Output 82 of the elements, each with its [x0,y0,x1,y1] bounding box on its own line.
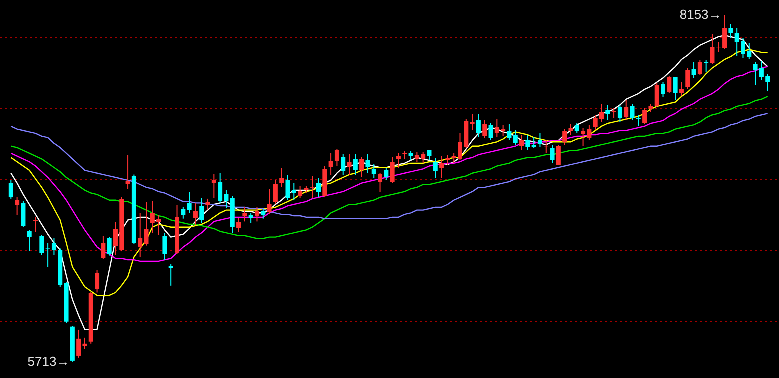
candlestick [446,154,450,166]
candlestick [698,60,702,76]
candlestick [667,76,672,94]
candlestick [710,34,715,65]
candlestick [396,152,401,169]
candlestick [372,164,376,179]
candlestick [636,114,641,127]
candlestick [101,236,106,260]
candlestick [606,104,610,121]
candlestick [692,62,696,79]
candlestick [248,212,254,224]
candlestick [162,232,168,261]
candlestick [95,270,100,294]
candlestick [520,134,524,151]
candlestick [27,230,32,252]
candlestick [378,172,383,193]
candlestick [618,104,622,123]
candlestick [544,140,549,154]
candlestick [574,122,580,134]
candlestick [390,156,395,184]
candlestick [440,156,444,179]
candlestick [556,144,561,166]
candlestick [562,128,568,146]
candlestick [206,198,210,211]
candlestick [15,196,20,216]
candlestick [612,108,616,119]
candlestick [673,76,678,101]
candlestick [366,154,370,174]
candlestick [8,180,14,200]
candlestick [488,122,494,141]
candlestick [476,114,481,138]
annotation: 5713→ [28,354,70,369]
candlestick [181,206,186,220]
candlestick [526,134,530,151]
candlestick [267,188,272,215]
candlestick [728,24,734,39]
candlestick [654,82,660,108]
candlestick [550,144,555,164]
candlestick [242,206,248,222]
candlestick [538,132,542,148]
candlestick [212,174,216,199]
candlestick [280,168,284,188]
candlestick [254,206,260,222]
candlestick [40,234,44,256]
candlestick [470,114,475,131]
candlestick [261,208,266,220]
candlestick [624,100,629,121]
annotation: 8153→ [680,7,722,22]
candlestick [532,136,536,149]
candlestick [286,174,290,201]
candlestick [292,182,296,201]
candlestick [334,148,340,167]
candlestick [704,60,709,73]
candlestick [236,218,242,233]
candlestick [568,124,574,136]
candlestick [686,68,690,90]
candlestick [21,200,26,228]
candlestick [433,158,438,179]
candlestick [187,192,192,214]
candlestick [642,108,648,125]
candlestick [513,130,518,146]
candlestick [341,154,346,176]
candlestick [347,154,352,176]
candlestick [630,104,635,121]
candlestick [507,124,512,141]
candlestick [661,82,666,98]
candlestick [200,198,204,224]
candlestick [360,156,364,178]
candlestick [384,168,389,181]
candlestick [107,236,112,256]
candlestick [316,178,321,198]
candlestick [679,82,684,97]
candlestick [328,152,334,176]
candlestick [482,120,488,139]
candlestick [126,154,130,190]
candlestick [273,180,278,205]
candlestick [193,202,198,226]
candlestick [310,176,315,199]
candlestick [298,186,303,199]
candlestick [168,264,174,286]
candlestick [427,150,432,161]
candlestick [353,154,358,176]
